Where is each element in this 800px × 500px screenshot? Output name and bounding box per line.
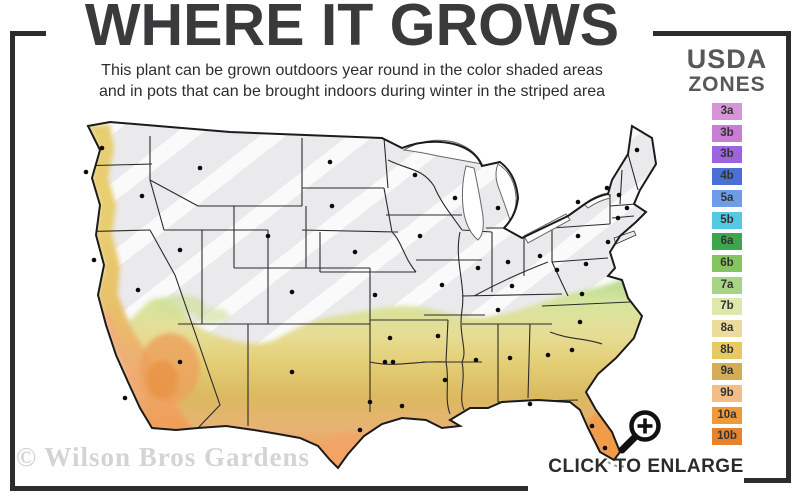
- zone-swatch-9a: 9a: [712, 363, 742, 381]
- zone-swatch-10b: 10b: [712, 428, 742, 446]
- city-dot: [575, 233, 581, 239]
- city-dot: [329, 203, 335, 209]
- city-dot: [605, 239, 611, 245]
- city-dot: [289, 289, 295, 295]
- zone-swatch-5a: 5a: [712, 189, 742, 207]
- city-dot: [495, 307, 501, 313]
- city-dot: [372, 292, 378, 298]
- zone-swatch-10a: 10a: [712, 406, 742, 424]
- magnifier-icon[interactable]: [612, 408, 666, 458]
- nv-green-fringe: [155, 295, 205, 315]
- click-to-enlarge-label[interactable]: CLICK TO ENLARGE: [548, 456, 744, 477]
- west-coast-strip: [88, 124, 194, 432]
- subtitle: This plant can be grown outdoors year ro…: [46, 61, 658, 103]
- city-dot: [452, 195, 458, 201]
- city-dot: [473, 357, 479, 363]
- legend-swatch-list: 3a 3b 3b 4b 5a 5b 6a 6b 7a 7b 8a 8b 9a 9b 10a 10b: [668, 103, 786, 446]
- city-dot: [177, 359, 183, 365]
- city-dot: [265, 233, 271, 239]
- lake-michigan: [461, 165, 484, 241]
- city-dot: [545, 352, 551, 358]
- ca-coast-peach: [100, 310, 148, 410]
- city-dot: [357, 427, 363, 433]
- city-dot: [634, 147, 640, 153]
- city-dot: [527, 401, 533, 407]
- frame-left: [10, 31, 15, 491]
- page-title: WHERE IT GROWS: [84, 0, 620, 58]
- city-dot: [352, 249, 358, 255]
- city-dot: [537, 253, 543, 259]
- city-dot: [616, 192, 622, 198]
- city-dot: [177, 247, 183, 253]
- city-dot: [583, 261, 589, 267]
- city-dot: [390, 359, 396, 365]
- city-dot: [439, 282, 445, 288]
- city-dot: [135, 287, 141, 293]
- city-dot: [602, 445, 608, 451]
- frame-bottom-left: [10, 486, 528, 491]
- state-borders: [88, 136, 639, 429]
- us-map-svg: [83, 120, 658, 470]
- zone-swatch-3b: 3b: [712, 146, 742, 164]
- zone-swatch-3a: 3a: [712, 103, 742, 121]
- city-dot: [367, 399, 373, 405]
- us-outline: [86, 120, 658, 470]
- legend-title-usda: USDA: [686, 44, 768, 74]
- zone-swatch-7b: 7b: [712, 298, 742, 316]
- city-dot: [475, 265, 481, 271]
- city-dot: [624, 205, 630, 211]
- watermark: © Wilson Bros Gardens: [16, 442, 310, 472]
- city-dot: [289, 369, 295, 375]
- zone-swatch-6a: 6a: [712, 233, 742, 251]
- usda-zones-legend: USDA ZONES 3a 3b 3b 4b 5a 5b 6a 6b 7a 7b 8a 8b 9a 9b 1…: [668, 46, 786, 450]
- city-dot: [495, 205, 501, 211]
- zone-swatch-6b: 6b: [712, 254, 742, 272]
- city-dot: [505, 259, 511, 265]
- subtitle-line-2: and in pots that can be brought indoors …: [98, 82, 606, 100]
- city-dot: [509, 283, 515, 289]
- city-dot: [577, 319, 583, 325]
- us-map: [30, 110, 660, 475]
- city-dot: [83, 169, 89, 175]
- city-dot: [197, 165, 203, 171]
- city-dot: [569, 347, 575, 353]
- city-dot: [327, 159, 333, 165]
- city-dot: [99, 145, 105, 151]
- ut-green-fringe: [194, 308, 230, 324]
- subtitle-line-1: This plant can be grown outdoors year ro…: [101, 62, 603, 79]
- city-dot: [579, 291, 585, 297]
- zone-swatch-7a: 7a: [712, 276, 742, 294]
- city-dot: [122, 395, 128, 401]
- zone-swatch-4b: 4b: [712, 168, 742, 186]
- city-dot: [575, 199, 581, 205]
- frame-right: [786, 31, 791, 483]
- zone-swatch-8b: 8b: [712, 341, 742, 359]
- city-dot: [91, 257, 97, 263]
- city-dot: [507, 355, 513, 361]
- city-dots: [83, 145, 640, 451]
- zone-swatch-5b: 5b: [712, 211, 742, 229]
- city-dot: [417, 233, 423, 239]
- frame-top-left: [10, 31, 46, 36]
- zone-swatch-9b: 9b: [712, 385, 742, 403]
- city-dot: [554, 267, 560, 273]
- city-dot: [442, 377, 448, 383]
- legend-title-zones: ZONES: [688, 73, 766, 96]
- city-dot: [412, 172, 418, 178]
- city-dot: [615, 215, 621, 221]
- city-dot: [387, 335, 393, 341]
- city-dot: [435, 333, 441, 339]
- frame-top-right: [653, 31, 791, 36]
- city-dot: [382, 359, 388, 365]
- city-dot: [589, 423, 595, 429]
- city-dot: [399, 403, 405, 409]
- zone-swatch-3b: 3b: [712, 124, 742, 142]
- frame-bottom-right: [744, 478, 791, 483]
- zone-swatch-8a: 8a: [712, 319, 742, 337]
- city-dot: [604, 185, 610, 191]
- florida-keys: [607, 461, 627, 468]
- az-orange-core: [146, 360, 178, 400]
- city-dot: [139, 193, 145, 199]
